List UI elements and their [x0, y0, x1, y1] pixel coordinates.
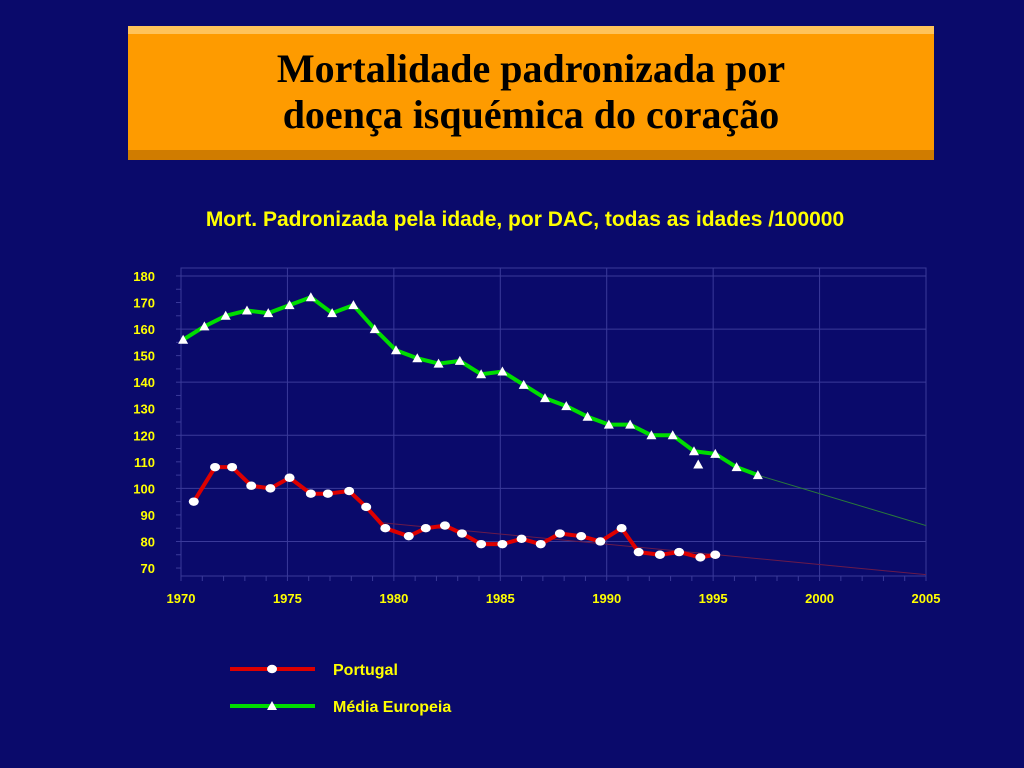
- x-tick-label: 1970: [167, 591, 196, 606]
- x-tick-label: 1975: [273, 591, 302, 606]
- data-point: [380, 524, 391, 533]
- data-point: [188, 497, 199, 506]
- data-point: [454, 355, 465, 365]
- x-tick-label: 1985: [486, 591, 515, 606]
- y-tick-label: 90: [141, 508, 155, 523]
- data-point: [476, 539, 487, 549]
- data-point: [199, 321, 210, 331]
- x-tick-label: 2005: [912, 591, 941, 606]
- x-tick-label: 1990: [592, 591, 621, 606]
- y-tick-label: 70: [141, 561, 155, 576]
- y-tick-label: 100: [133, 481, 155, 496]
- data-point: [518, 379, 529, 389]
- data-point: [476, 369, 487, 379]
- y-tick-label: 170: [133, 296, 155, 311]
- data-point: [497, 539, 508, 549]
- data-point: [369, 324, 380, 334]
- data-point: [646, 430, 657, 440]
- y-tick-label: 110: [134, 455, 155, 470]
- data-point: [305, 489, 316, 498]
- data-point: [361, 502, 372, 512]
- slide-title-box: Mortalidade padronizada por doença isqué…: [128, 26, 934, 160]
- slide-title-line-1: Mortalidade padronizada por: [276, 46, 786, 91]
- data-point: [554, 529, 565, 538]
- data-point: [265, 484, 276, 493]
- chart-title: Mort. Padronizada pela idade, por DAC, t…: [205, 208, 845, 231]
- data-point: [241, 305, 252, 315]
- data-point: [403, 531, 414, 541]
- data-point: [220, 310, 231, 320]
- slide-title-line-2: doença isquémica do coração: [282, 92, 780, 137]
- x-tick-label: 1995: [699, 591, 728, 606]
- y-tick-label: 180: [133, 269, 155, 284]
- data-point: [595, 537, 606, 546]
- data-point: [539, 393, 550, 403]
- data-point: [412, 353, 423, 363]
- data-point: [752, 470, 763, 480]
- series-line-0: [192, 465, 716, 560]
- data-point: [178, 334, 189, 344]
- y-tick-label: 80: [141, 534, 155, 549]
- data-point: [227, 462, 238, 472]
- data-point: [674, 547, 685, 557]
- x-tick-label: 1980: [379, 591, 408, 606]
- data-point: [693, 459, 704, 469]
- plot-area: [180, 267, 927, 577]
- data-point: [633, 547, 644, 557]
- data-point: [667, 430, 678, 440]
- data-point: [695, 553, 706, 562]
- data-point: [322, 489, 333, 498]
- x-tick-label: 2000: [805, 591, 834, 606]
- data-point: [710, 550, 721, 559]
- data-point: [516, 534, 527, 544]
- data-point: [710, 448, 721, 458]
- data-point: [327, 308, 338, 318]
- data-point: [433, 358, 444, 368]
- data-point: [420, 524, 431, 533]
- series-line-1: [182, 295, 759, 477]
- data-point: [731, 462, 742, 472]
- trend-line: [757, 474, 927, 527]
- data-point: [284, 300, 295, 310]
- data-point: [390, 345, 401, 355]
- legend-label: Portugal: [333, 662, 398, 679]
- data-point: [497, 366, 508, 376]
- data-point: [210, 462, 221, 472]
- data-point: [688, 446, 699, 456]
- trend-line: [383, 522, 927, 576]
- y-tick-label: 140: [133, 375, 155, 390]
- data-point: [654, 550, 665, 559]
- data-point: [576, 531, 587, 541]
- data-point: [263, 308, 274, 318]
- data-point: [348, 300, 359, 310]
- legend-marker: [267, 701, 277, 710]
- data-point: [616, 524, 627, 533]
- y-tick-label: 150: [133, 349, 155, 364]
- data-point: [582, 411, 593, 421]
- data-point: [603, 419, 614, 429]
- data-point: [439, 521, 450, 530]
- data-point: [305, 292, 316, 302]
- y-tick-label: 160: [133, 322, 155, 337]
- legend-label: Média Europeia: [333, 699, 451, 716]
- data-point: [625, 419, 636, 429]
- data-point: [456, 529, 467, 538]
- data-point: [246, 481, 257, 490]
- y-tick-label: 120: [133, 428, 155, 443]
- data-point: [561, 401, 572, 411]
- data-point: [344, 486, 355, 496]
- legend-marker: [267, 664, 277, 674]
- data-point: [284, 473, 295, 482]
- data-point: [535, 539, 546, 549]
- y-tick-label: 130: [133, 402, 155, 417]
